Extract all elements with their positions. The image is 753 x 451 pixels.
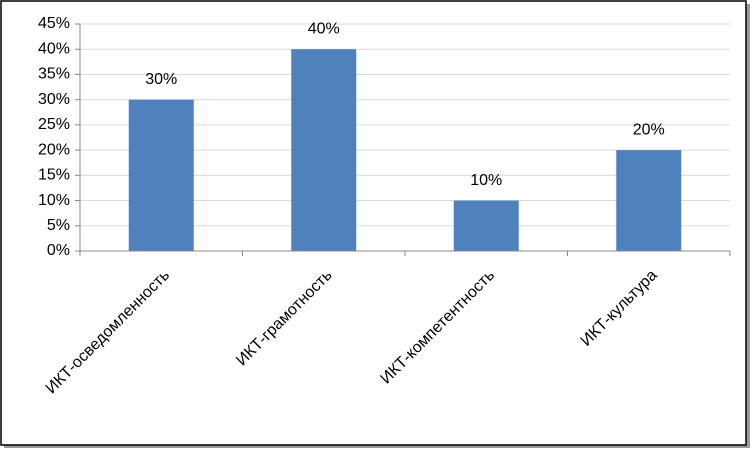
bar <box>291 49 357 251</box>
data-label: 30% <box>145 71 177 88</box>
y-tick-label: 45% <box>38 15 70 32</box>
data-label: 10% <box>470 172 502 189</box>
y-tick-label: 10% <box>38 192 70 209</box>
data-label: 20% <box>633 121 665 138</box>
bar <box>453 200 519 251</box>
y-tick-label: 35% <box>38 66 70 83</box>
y-tick-label: 25% <box>38 116 70 133</box>
bar <box>128 99 194 252</box>
y-tick-label: 0% <box>47 242 70 259</box>
data-label: 40% <box>308 20 340 37</box>
y-tick-label: 30% <box>38 91 70 108</box>
y-tick-label: 20% <box>38 141 70 158</box>
y-tick-label: 40% <box>38 40 70 57</box>
bar <box>616 150 682 251</box>
y-tick-label: 5% <box>47 217 70 234</box>
y-tick-label: 15% <box>38 167 70 184</box>
